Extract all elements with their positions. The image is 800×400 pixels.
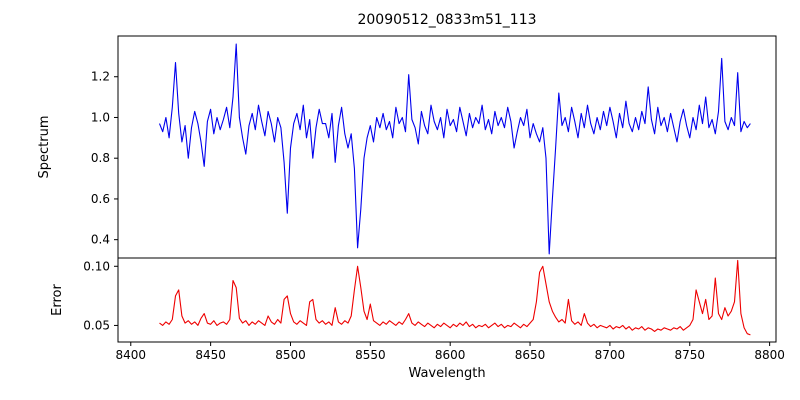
x-tick-label: 8500 — [275, 348, 306, 362]
x-tick-label: 8550 — [355, 348, 386, 362]
spectrum-y-tick-label: 0.6 — [91, 192, 110, 206]
x-tick-label: 8400 — [116, 348, 147, 362]
chart-title: 20090512_0833m51_113 — [357, 12, 537, 28]
error-line — [159, 259, 751, 336]
x-tick-label: 8450 — [195, 348, 226, 362]
spectrum-y-tick-label: 1.2 — [91, 70, 110, 84]
spectrum-frame — [117, 35, 777, 259]
x-tick-label: 8700 — [595, 348, 626, 362]
x-tick-label: 8800 — [754, 348, 785, 362]
error-frame — [117, 257, 777, 343]
error-y-tick-label: 0.05 — [83, 318, 110, 332]
x-tick-label: 8750 — [674, 348, 705, 362]
spectrum-y-tick-label: 1.0 — [91, 110, 110, 124]
x-axis-label: Wavelength — [408, 366, 486, 381]
spectrum-y-tick-label: 0.4 — [91, 233, 110, 247]
spectrum-y-tick-label: 0.8 — [91, 151, 110, 165]
x-tick-label: 8650 — [515, 348, 546, 362]
error-y-tick-label: 0.10 — [83, 259, 110, 273]
x-tick-label: 8600 — [435, 348, 466, 362]
spectrum-line — [158, 43, 751, 255]
